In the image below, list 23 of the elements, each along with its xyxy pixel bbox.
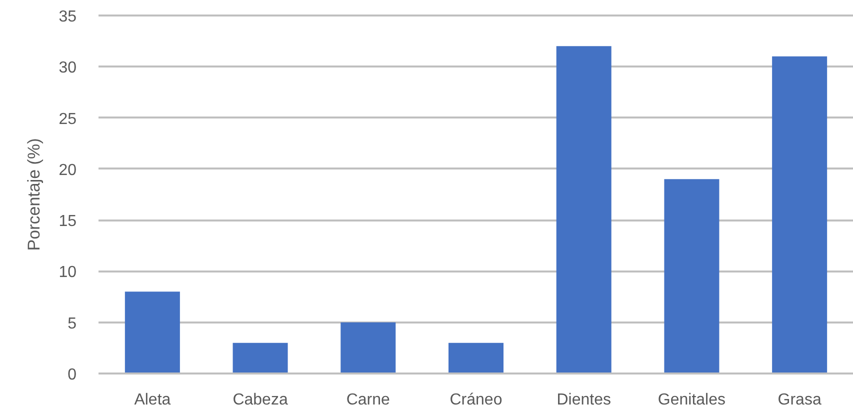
y-tick-label: 15 bbox=[58, 213, 77, 230]
x-tick-label: Grasa bbox=[778, 392, 822, 408]
bar bbox=[556, 46, 612, 374]
x-tick-label: Carne bbox=[346, 392, 390, 408]
x-tick-label: Genitales bbox=[658, 392, 726, 408]
x-tick-label: Aleta bbox=[134, 392, 171, 408]
x-tick-label: Dientes bbox=[556, 392, 611, 408]
bar bbox=[232, 342, 288, 374]
x-tick-label: Cabeza bbox=[232, 392, 288, 408]
bar bbox=[772, 56, 828, 374]
y-tick-label: 30 bbox=[58, 60, 77, 77]
x-tick-label: Cráneo bbox=[450, 392, 502, 408]
y-tick-label: 25 bbox=[58, 110, 77, 128]
bar bbox=[664, 179, 720, 374]
y-tick-label: 5 bbox=[68, 315, 77, 332]
bar bbox=[448, 342, 504, 374]
y-tick-label: 20 bbox=[58, 162, 77, 179]
y-tick-label: 35 bbox=[58, 8, 77, 26]
y-axis-title: Porcentaje (%) bbox=[24, 138, 44, 251]
bar bbox=[124, 292, 180, 374]
y-tick-label: 10 bbox=[58, 264, 77, 282]
y-tick-label: 0 bbox=[68, 366, 77, 384]
bar bbox=[340, 322, 396, 374]
